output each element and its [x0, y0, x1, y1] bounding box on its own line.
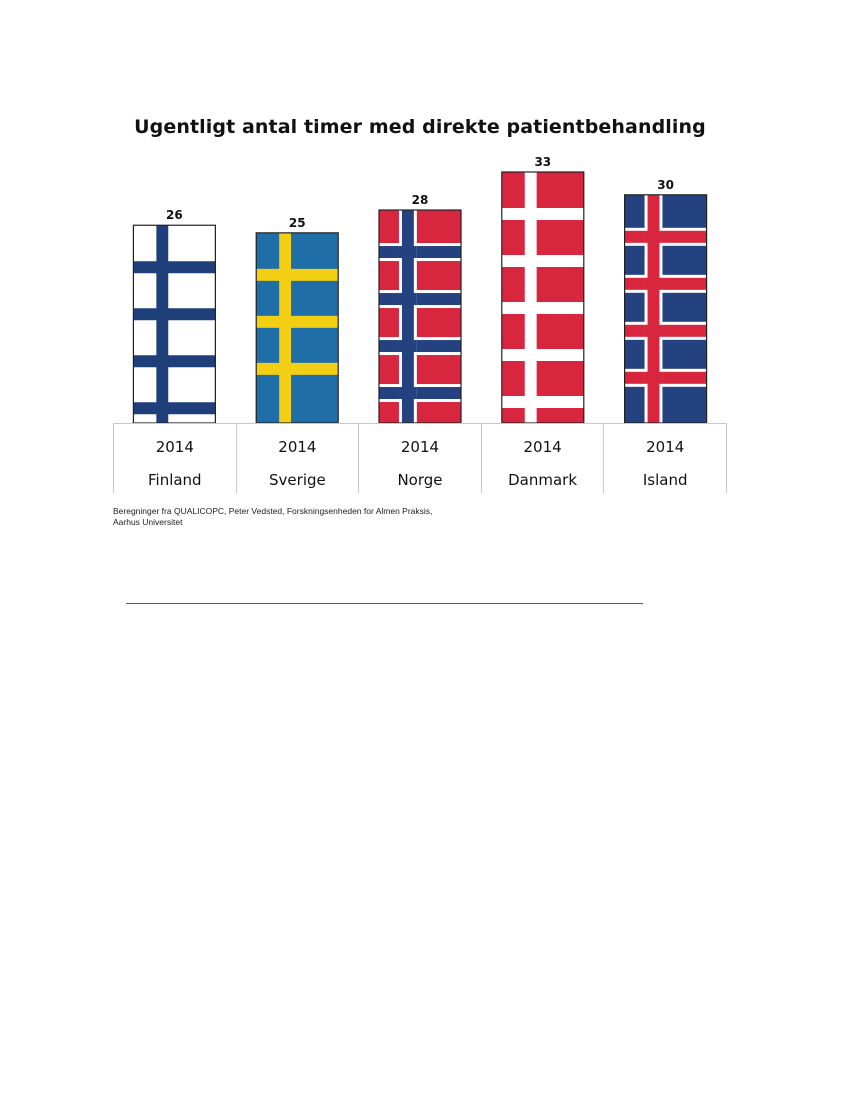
cross-stripe-h	[624, 277, 707, 290]
bar-danmark	[501, 171, 585, 424]
category-cell-island: 2014 Island	[603, 423, 727, 493]
country-label: Danmark	[508, 471, 578, 489]
year-label: 2014	[646, 438, 685, 456]
bar-chart: 26 25 28 33 30	[132, 155, 708, 424]
cross-stripe-h	[256, 315, 339, 328]
value-label-finland: 26	[166, 208, 183, 222]
category-cell-sverige: 2014 Sverige	[235, 423, 360, 493]
bar-outline	[378, 209, 462, 424]
bar-outline	[132, 224, 216, 424]
value-label-norge: 28	[412, 193, 429, 207]
country-label: Norge	[397, 471, 443, 489]
year-label: 2014	[155, 438, 194, 456]
value-label-danmark: 33	[534, 155, 551, 169]
bar-finland	[132, 224, 216, 424]
year-label: 2014	[400, 438, 440, 456]
cross-center	[644, 371, 663, 384]
cross-stripe-h	[624, 230, 707, 243]
cross-stripe-v	[279, 232, 292, 423]
cross-stripe-h	[379, 293, 461, 306]
country-label: Island	[642, 471, 688, 489]
country-label: Sverige	[269, 471, 326, 489]
bar-island	[623, 194, 708, 424]
value-label-island: 30	[657, 178, 674, 192]
bar-field	[133, 225, 216, 423]
year-label: 2014	[523, 438, 562, 456]
bar-outline	[623, 194, 708, 424]
category-cell-danmark: 2014 Danmark	[480, 423, 605, 493]
cross-stripe-h	[501, 208, 584, 220]
cross-stripe-h	[133, 261, 216, 274]
cross-center	[644, 230, 663, 243]
category-cell-norge: 2014 Norge	[358, 423, 482, 493]
cross-stripe-h	[624, 324, 707, 337]
cross-stripe-h	[133, 402, 216, 415]
cross-stripe-v	[401, 210, 414, 423]
bar-outline	[255, 232, 339, 424]
bar-sverige	[255, 232, 339, 424]
cross-stripe-v	[524, 172, 537, 423]
cross-stripe-h	[133, 308, 216, 321]
bar-norge	[378, 209, 462, 424]
cross-center	[398, 340, 417, 353]
cross-stripe-h	[501, 255, 584, 267]
cross-stripe-h	[256, 268, 339, 281]
cross-stripe-h	[379, 387, 461, 400]
category-cell-finland: 2014 Finland	[113, 423, 237, 493]
cross-stripe-h	[379, 340, 461, 353]
country-label: Finland	[147, 471, 202, 489]
cross-center	[644, 324, 663, 337]
cross-stripe-h	[501, 349, 584, 361]
cross-stripe-h	[379, 246, 461, 259]
source-note: Beregninger fra QUALICOPC, Peter Vedsted…	[113, 506, 433, 527]
bar-outline	[501, 171, 585, 424]
cross-stripe-v	[156, 225, 169, 423]
bar-field	[256, 232, 339, 423]
cross-stripe-h	[501, 302, 584, 314]
cross-stripe-h	[133, 355, 216, 368]
cross-center	[398, 387, 417, 400]
chart-title: Ugentligt antal timer med direkte patien…	[134, 116, 706, 138]
cross-stripe-h	[624, 371, 707, 384]
cross-center	[398, 246, 417, 259]
value-label-sverige: 25	[289, 216, 306, 230]
cross-stripe-h	[256, 362, 339, 375]
cross-center	[398, 293, 417, 306]
cross-stripe-v	[647, 194, 660, 423]
category-axis-table: 2014 Finland 2014 Sverige 2014 Norge 2014 Da…	[113, 423, 727, 493]
divider-line	[126, 603, 643, 604]
cross-center	[644, 277, 663, 290]
year-label: 2014	[278, 438, 317, 456]
cross-stripe-h	[501, 396, 584, 408]
